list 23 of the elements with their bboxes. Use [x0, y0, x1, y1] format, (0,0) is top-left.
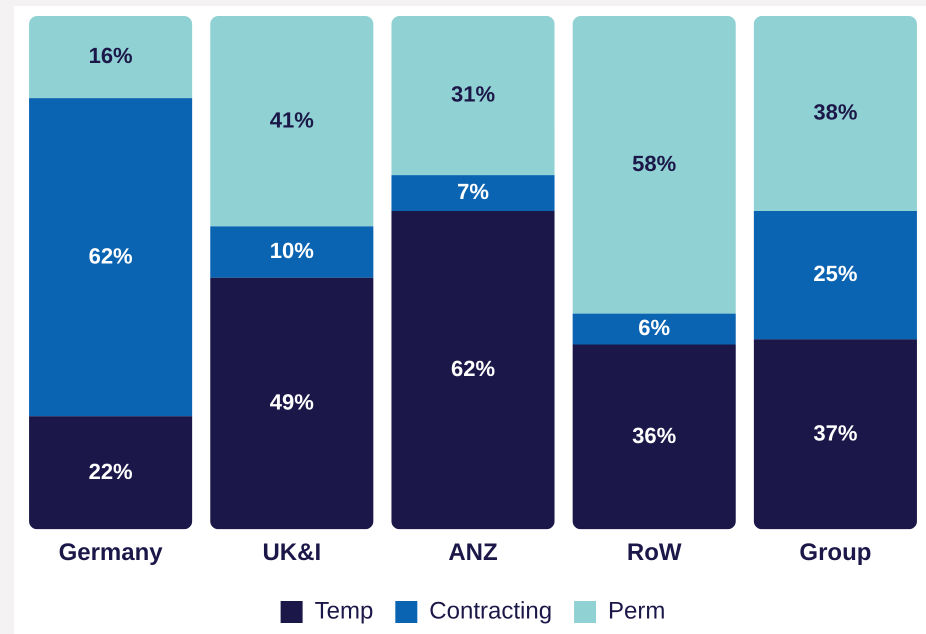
x-tick-label: UK&I: [262, 539, 322, 566]
x-tick-label: Group: [799, 539, 872, 566]
legend-label: Contracting: [429, 598, 552, 625]
x-tick-label: ANZ: [448, 539, 498, 566]
data-label: 62%: [88, 243, 133, 268]
data-label: 58%: [632, 150, 676, 176]
data-label: 7%: [457, 179, 489, 204]
data-label: 10%: [270, 238, 314, 264]
data-label: 41%: [270, 107, 314, 132]
x-tick-label: Germany: [58, 539, 164, 566]
data-label: 62%: [450, 356, 496, 382]
data-label: 16%: [88, 43, 133, 68]
x-tick-label: RoW: [626, 539, 682, 566]
data-label: 37%: [813, 420, 858, 446]
data-label: 22%: [88, 458, 133, 484]
data-label: 6%: [638, 315, 670, 340]
data-label: 49%: [270, 390, 314, 415]
data-label: 25%: [813, 261, 858, 286]
data-label: 31%: [450, 82, 496, 107]
legend-label: Perm: [608, 598, 666, 625]
data-label: 38%: [813, 100, 858, 125]
legend-label: Temp: [314, 598, 374, 625]
data-label: 36%: [632, 422, 676, 448]
